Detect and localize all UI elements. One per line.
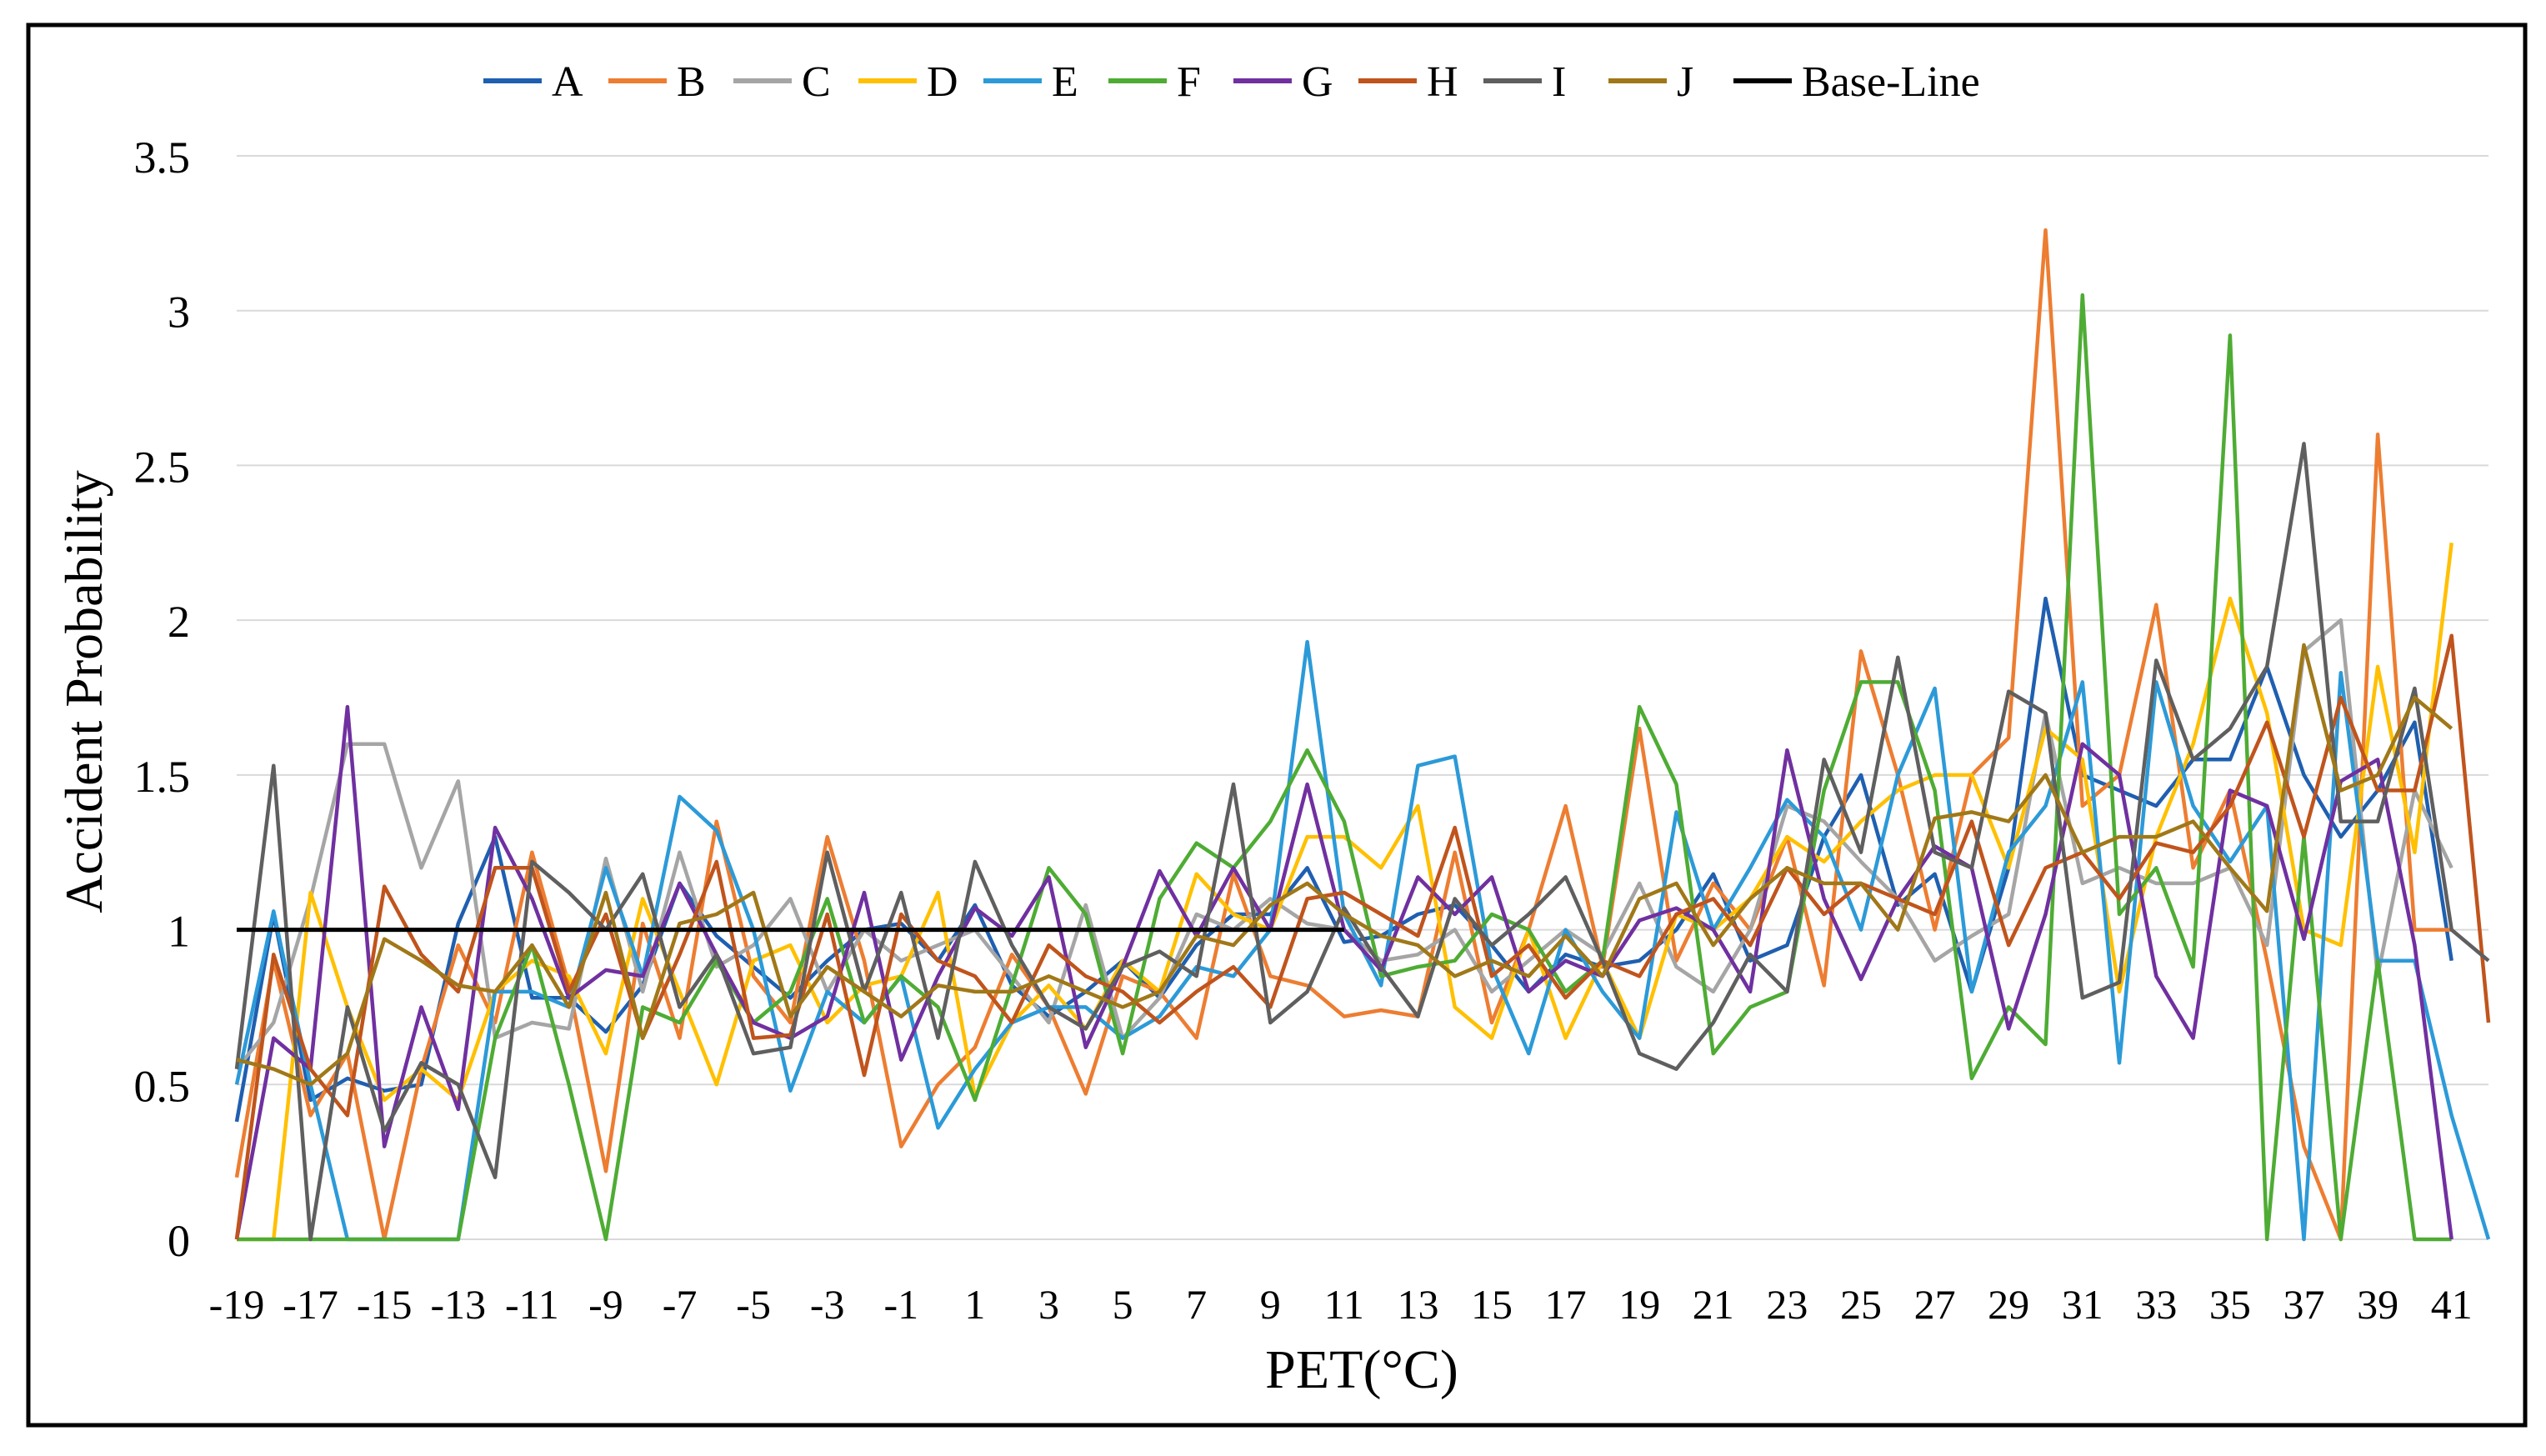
x-tick-label: 29: [1988, 1281, 2029, 1328]
x-tick-label: 27: [1914, 1281, 1956, 1328]
y-tick-label: 2: [168, 597, 190, 647]
x-tick-label: 23: [1766, 1281, 1808, 1328]
x-tick-labels: -19 -17 -15 -13 -11 -9 -7 -5 -3 -1 1 3 5 7 9 11 13 15 17 19…: [209, 1281, 2473, 1328]
legend-label: Base-Line: [1802, 58, 1980, 106]
x-tick-label: 13: [1397, 1281, 1438, 1328]
x-tick-label: 1: [964, 1281, 985, 1328]
x-tick-label: -19: [209, 1281, 265, 1328]
x-tick-label: 21: [1693, 1281, 1734, 1328]
y-tick-label: 3: [168, 288, 190, 338]
x-tick-label: 15: [1471, 1281, 1513, 1328]
legend-label: I: [1552, 58, 1566, 106]
x-tick-label: 31: [2062, 1281, 2103, 1328]
x-tick-label: 5: [1113, 1281, 1133, 1328]
series-line-f: [237, 293, 2452, 1242]
legend-label: J: [1677, 58, 1693, 106]
x-tick-label: -15: [357, 1281, 413, 1328]
x-tick-label: 7: [1186, 1281, 1207, 1328]
x-tick-label: 35: [2209, 1281, 2251, 1328]
x-tick-label: -3: [810, 1281, 845, 1328]
y-tick-label: 1: [168, 907, 190, 957]
gridlines: [237, 155, 2488, 1240]
x-tick-label: -13: [430, 1281, 486, 1328]
series-line-b: [234, 228, 2452, 1242]
x-tick-label: -5: [736, 1281, 771, 1328]
y-tick-label: 2.5: [134, 442, 191, 492]
legend-label: A: [552, 58, 583, 106]
legend: A B C D E F G H I J Base-Line: [483, 58, 1980, 106]
legend-item-h: H: [1358, 58, 1458, 106]
legend-item-base-line: Base-Line: [1733, 58, 1980, 106]
x-tick-label: 25: [1840, 1281, 1882, 1328]
x-tick-label: 11: [1324, 1281, 1364, 1328]
y-tick-labels: 0 0.5 1 1.5 2 2.5 3 3.5: [134, 133, 191, 1266]
legend-label: F: [1177, 58, 1201, 106]
legend-label: C: [802, 58, 831, 106]
series-line-j: [236, 643, 2453, 1087]
x-tick-label: 37: [2283, 1281, 2325, 1328]
y-tick-label: 3.5: [134, 133, 191, 183]
x-axis-label: PET(°C): [1265, 1339, 1458, 1400]
x-tick-label: 9: [1260, 1281, 1281, 1328]
legend-item-i: I: [1483, 58, 1566, 106]
legend-item-e: E: [983, 58, 1078, 106]
legend-item-f: F: [1108, 58, 1201, 106]
legend-label: D: [927, 58, 958, 106]
x-tick-label: -11: [505, 1281, 559, 1328]
series-line-d: [237, 543, 2453, 1242]
legend-item-j: J: [1608, 58, 1693, 106]
legend-label: E: [1052, 58, 1078, 106]
legend-label: B: [677, 58, 706, 106]
x-tick-label: -7: [663, 1281, 698, 1328]
x-tick-label: -17: [283, 1281, 338, 1328]
legend-item-g: G: [1233, 58, 1333, 106]
legend-item-d: D: [858, 58, 958, 106]
legend-item-c: C: [733, 58, 831, 106]
y-axis-label: Accident Probability: [54, 470, 113, 913]
legend-item-a: A: [483, 58, 583, 106]
y-tick-label: 0.5: [134, 1061, 191, 1111]
y-tick-label: 1.5: [134, 752, 191, 802]
x-tick-label: 3: [1038, 1281, 1059, 1328]
x-tick-label: 19: [1618, 1281, 1660, 1328]
x-tick-label: 33: [2135, 1281, 2177, 1328]
series-line-h: [234, 633, 2491, 1240]
series-line-a: [234, 596, 2453, 1123]
x-tick-label: 41: [2431, 1281, 2473, 1328]
x-tick-label: 39: [2357, 1281, 2398, 1328]
legend-item-b: B: [608, 58, 706, 106]
chart-border: [26, 23, 2528, 1428]
x-tick-label: -1: [883, 1281, 918, 1328]
x-tick-label: -9: [588, 1281, 623, 1328]
legend-label: H: [1427, 58, 1458, 106]
legend-label: G: [1302, 58, 1333, 106]
y-tick-label: 0: [168, 1216, 190, 1266]
x-tick-label: 17: [1545, 1281, 1587, 1328]
series-lines: [234, 228, 2491, 1242]
